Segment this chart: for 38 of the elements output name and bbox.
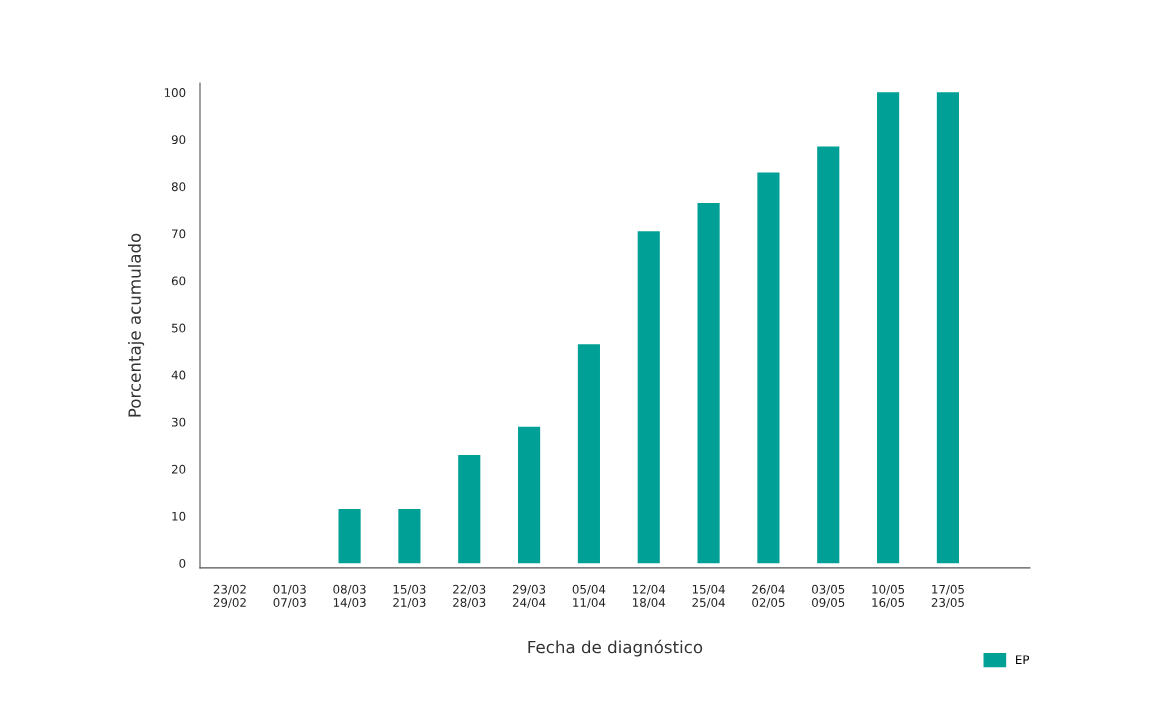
x-tick-label: 03/05 09/05 — [812, 584, 845, 608]
legend-label: EP — [1016, 655, 1030, 664]
y-axis-title: Porcentaje acumulado — [128, 233, 145, 417]
x-tick-label: 01/03 07/03 — [273, 584, 306, 608]
x-tick-label: 26/04 02/05 — [752, 584, 785, 608]
bar — [577, 344, 600, 564]
bar — [757, 172, 780, 564]
bar — [877, 92, 900, 564]
x-tick-label: 15/04 25/04 — [692, 584, 725, 608]
y-tick-label: 30 — [171, 417, 186, 427]
y-tick-label: 60 — [171, 276, 186, 286]
x-tick-label: 17/05 23/05 — [931, 584, 964, 608]
x-tick-label: 15/03 21/03 — [393, 584, 426, 608]
bar — [398, 509, 421, 564]
x-tick-label: 05/04 11/04 — [572, 584, 606, 608]
bar — [518, 426, 541, 564]
y-tick-label: 80 — [171, 182, 186, 192]
bar — [458, 454, 481, 564]
x-tick-label: 29/03 24/04 — [512, 584, 546, 608]
x-tick-label: 10/05 16/05 — [872, 584, 905, 608]
y-tick-label: 20 — [171, 464, 186, 474]
bar — [936, 92, 959, 564]
x-tick-label: 22/03 28/03 — [453, 584, 486, 608]
bar — [817, 146, 840, 564]
y-tick-label: 100 — [164, 88, 186, 98]
y-tick-label: 50 — [172, 323, 186, 333]
x-tick-label: 08/03 14/03 — [333, 584, 366, 608]
y-tick-label: 10 — [172, 511, 186, 521]
bar — [338, 509, 361, 564]
y-tick-label: 0 — [179, 558, 186, 568]
bar — [697, 203, 720, 564]
x-tick-label: 23/02 29/02 — [213, 584, 246, 608]
x-tick-label: 12/04 18/04 — [633, 584, 666, 608]
x-axis-title: Fecha de diagnóstico — [528, 639, 703, 657]
y-tick-label: 40 — [171, 370, 186, 380]
y-tick-label: 70 — [172, 229, 186, 239]
bar — [637, 231, 660, 564]
y-tick-label: 90 — [171, 135, 186, 145]
